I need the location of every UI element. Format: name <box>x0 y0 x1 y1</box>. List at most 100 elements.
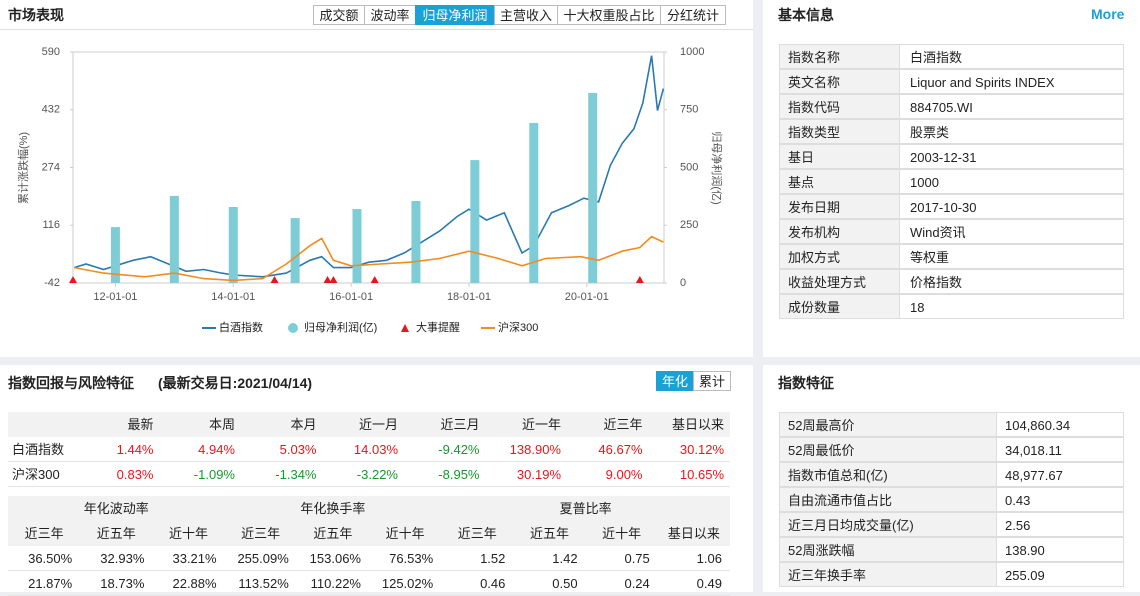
row-line <box>8 486 730 487</box>
stat-value: 1.52 <box>480 551 506 566</box>
col-header: 本周 <box>208 417 235 432</box>
x-tick-label: 16-01-01 <box>329 291 373 303</box>
group-header: 年化换手率 <box>300 501 366 516</box>
bar <box>352 209 362 283</box>
row-line <box>8 461 730 462</box>
y2-tick-label: 250 <box>680 219 698 231</box>
sub-header: 近五年 <box>96 526 136 541</box>
legend-label: 白酒指数 <box>219 320 263 334</box>
feature-value: 0.43 <box>996 487 1124 512</box>
col-header: 近三年 <box>603 417 643 432</box>
legend-swatch <box>288 323 298 333</box>
stat-value: 113.52% <box>238 576 289 591</box>
basic-panel: 基本信息 More 指数名称 白酒指数 英文名称 Liquor and Spirits… <box>763 0 1140 357</box>
tab[interactable]: 主营收入 <box>494 5 558 25</box>
stat-value: 76.53% <box>389 551 434 566</box>
return-value: -1.09% <box>193 467 235 482</box>
col-header: 近三月 <box>440 417 480 432</box>
x-tick-label: 20-01-01 <box>565 291 609 303</box>
plot-frame <box>72 51 665 284</box>
chart: 累计涨跌幅(%) 归母净利润(亿) -42 116 274 432 590 0 250 500… <box>16 46 724 334</box>
col-header: 近一月 <box>358 417 398 432</box>
x-tick-label: 18-01-01 <box>447 291 491 303</box>
bar <box>470 160 480 283</box>
stat-value: 32.93% <box>100 551 145 566</box>
info-label: 成份数量 <box>779 294 900 319</box>
sub-header: 近五年 <box>529 526 569 541</box>
sub-header: 近三年 <box>457 526 497 541</box>
stat-value: 0.50 <box>552 576 578 591</box>
return-value: 0.83% <box>116 467 154 482</box>
line <box>74 235 664 282</box>
feature-label: 52周最高价 <box>779 412 997 437</box>
y2-tick-label: 0 <box>680 277 686 289</box>
legend-label: 归母净利润(亿) <box>304 320 377 334</box>
info-value: 884705.WI <box>899 94 1124 119</box>
stat-value: 22.88% <box>172 576 217 591</box>
tab[interactable]: 成交额 <box>313 5 365 25</box>
tab[interactable]: 归母净利润 <box>415 5 495 25</box>
bar <box>228 207 238 283</box>
stat-value: 33.21% <box>172 551 217 566</box>
legend-label: 沪深300 <box>498 320 538 334</box>
feature-label: 52周最低价 <box>779 437 997 462</box>
stat-value: 125.02% <box>381 576 434 591</box>
y2-axis-label: 归母净利润(亿) <box>710 131 724 204</box>
returns-panel: 指数回报与风险特征 (最新交易日:2021/04/14) 年化 累计 最新 本周 本月近… <box>0 365 753 596</box>
return-value: 30.12% <box>679 442 724 457</box>
return-value: 5.03% <box>279 442 317 457</box>
info-value: Liquor and Spirits INDEX <box>899 69 1124 94</box>
info-label: 指数名称 <box>779 44 900 69</box>
feature-value: 255.09 <box>996 562 1124 587</box>
event-marker <box>270 276 279 283</box>
info-value: 白酒指数 <box>899 44 1124 69</box>
tab[interactable]: 分红统计 <box>660 5 726 25</box>
info-label: 指数类型 <box>779 119 900 144</box>
toggle[interactable]: 年化 <box>656 371 694 391</box>
y2-tick-label: 500 <box>680 161 698 173</box>
feature-value: 2.56 <box>996 512 1124 537</box>
x-tick-label: 14-01-01 <box>211 291 255 303</box>
return-value: -8.95% <box>438 467 480 482</box>
header-bg <box>8 496 730 546</box>
return-value: -1.34% <box>275 467 317 482</box>
stat-value: 1.06 <box>696 551 722 566</box>
feature-label: 指数市值总和(亿) <box>779 462 997 487</box>
panel-title: 基本信息 <box>778 7 834 23</box>
latest-date: (最新交易日:2021/04/14) <box>158 375 313 391</box>
bar <box>169 195 179 283</box>
y-tick-label: 432 <box>42 104 60 116</box>
panel-title: 指数回报与风险特征 <box>8 375 134 391</box>
y2-tick-label: 1000 <box>680 46 704 58</box>
return-value: 14.03% <box>353 442 398 457</box>
tab[interactable]: 十大权重股占比 <box>557 5 661 25</box>
x-tick-label: 12-01-01 <box>93 291 137 303</box>
feature-label: 近三年换手率 <box>779 562 997 587</box>
more-link[interactable]: More <box>1091 6 1125 22</box>
return-value: -3.22% <box>356 467 398 482</box>
y-tick-label: -42 <box>44 277 60 289</box>
stat-value: 0.49 <box>696 576 722 591</box>
group-header: 夏普比率 <box>559 501 612 516</box>
col-header: 本月 <box>290 417 317 432</box>
sub-header: 近三年 <box>241 526 281 541</box>
info-value: 股票类 <box>899 119 1124 144</box>
toggle[interactable]: 累计 <box>693 371 731 391</box>
info-value: Wind资讯 <box>899 219 1124 244</box>
sub-header: 近十年 <box>602 526 642 541</box>
feature-value: 34,018.11 <box>996 437 1124 462</box>
feature-value: 138.90 <box>996 537 1124 562</box>
legend-swatch <box>401 324 409 332</box>
bar <box>588 92 598 284</box>
panel-title: 指数特征 <box>778 375 834 391</box>
bar <box>290 218 300 283</box>
row-line <box>8 570 730 571</box>
sub-header: 近十年 <box>168 526 208 541</box>
tab[interactable]: 波动率 <box>364 5 416 25</box>
stat-value: 153.06% <box>309 551 361 566</box>
stat-value: 255.09% <box>237 551 289 566</box>
sub-header: 近三年 <box>24 526 64 541</box>
y-axis-label: 累计涨跌幅(%) <box>16 132 30 204</box>
info-label: 发布机构 <box>779 219 900 244</box>
